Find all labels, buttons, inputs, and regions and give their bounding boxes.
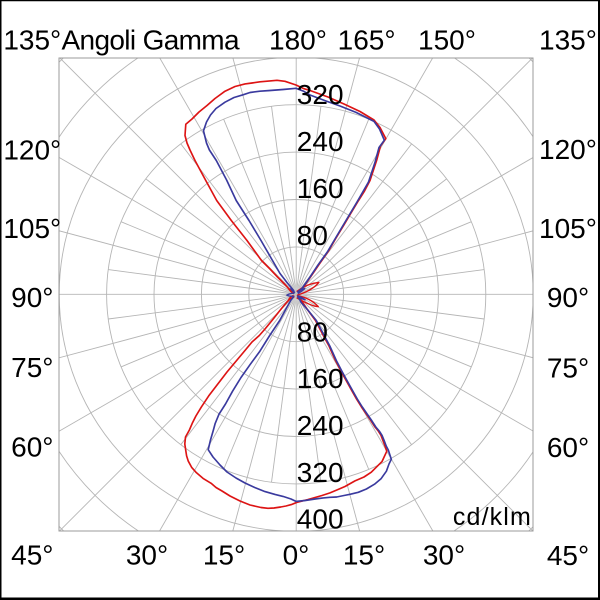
svg-text:160: 160 bbox=[297, 363, 344, 394]
svg-text:105°: 105° bbox=[3, 213, 61, 244]
svg-text:400: 400 bbox=[297, 504, 344, 535]
svg-text:80: 80 bbox=[297, 220, 328, 251]
svg-text:120°: 120° bbox=[539, 134, 597, 165]
svg-text:135°: 135° bbox=[539, 24, 597, 55]
svg-text:30°: 30° bbox=[126, 540, 168, 571]
svg-text:cd/klm: cd/klm bbox=[453, 503, 532, 531]
svg-text:0°: 0° bbox=[283, 540, 310, 571]
svg-text:160: 160 bbox=[297, 173, 344, 204]
svg-text:15°: 15° bbox=[343, 540, 385, 571]
svg-text:135°: 135° bbox=[3, 25, 61, 56]
svg-text:15°: 15° bbox=[203, 540, 245, 571]
svg-text:Angoli Gamma: Angoli Gamma bbox=[62, 25, 240, 56]
svg-text:150°: 150° bbox=[418, 25, 476, 56]
svg-text:80: 80 bbox=[297, 317, 328, 348]
svg-text:165°: 165° bbox=[338, 25, 396, 56]
svg-text:240: 240 bbox=[297, 126, 344, 157]
svg-text:90°: 90° bbox=[11, 282, 53, 313]
svg-text:320: 320 bbox=[297, 457, 344, 488]
svg-text:60°: 60° bbox=[547, 432, 589, 463]
svg-text:75°: 75° bbox=[547, 352, 589, 383]
svg-text:105°: 105° bbox=[539, 213, 597, 244]
svg-text:45°: 45° bbox=[11, 540, 53, 571]
svg-text:120°: 120° bbox=[3, 134, 61, 165]
svg-text:30°: 30° bbox=[423, 540, 465, 571]
svg-text:45°: 45° bbox=[547, 540, 589, 571]
svg-text:320: 320 bbox=[297, 79, 344, 110]
svg-text:75°: 75° bbox=[11, 352, 53, 383]
svg-text:240: 240 bbox=[297, 410, 344, 441]
svg-text:60°: 60° bbox=[11, 432, 53, 463]
svg-text:180°: 180° bbox=[269, 25, 327, 56]
svg-text:90°: 90° bbox=[547, 282, 589, 313]
